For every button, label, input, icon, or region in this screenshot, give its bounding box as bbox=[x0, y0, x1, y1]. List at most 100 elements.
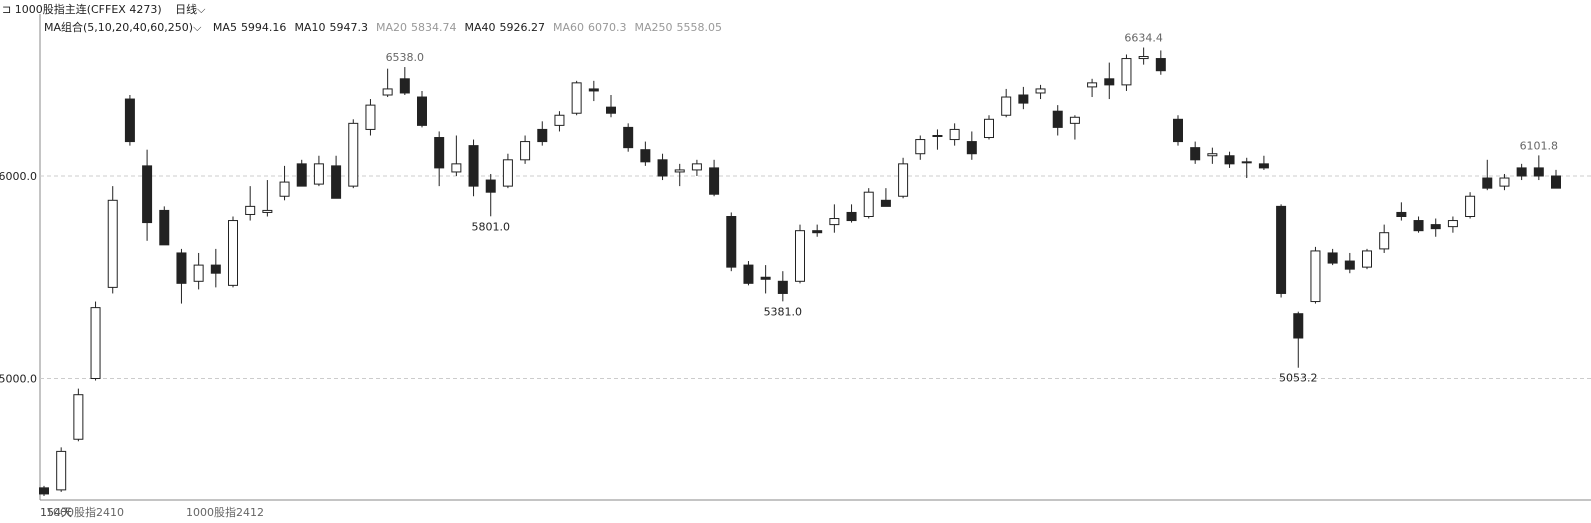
candle-body bbox=[1052, 110, 1063, 128]
candle-body bbox=[1293, 313, 1304, 339]
candle-body bbox=[640, 149, 651, 163]
candle-body bbox=[210, 264, 221, 274]
candle-body bbox=[399, 78, 410, 94]
candle-body bbox=[1258, 163, 1269, 169]
dropdown[interactable]: ⌵ bbox=[193, 21, 202, 34]
candle-body bbox=[1190, 147, 1201, 161]
candle-body bbox=[657, 159, 668, 177]
candle-body bbox=[176, 252, 187, 284]
title-bar: ⊐ 1000股指主连(CFFEX 4273) 日线⌵ bbox=[2, 1, 205, 17]
candle-body bbox=[537, 128, 548, 143]
ma-group[interactable]: MA组合(5,10,20,40,60,250) bbox=[44, 21, 194, 34]
candle-body bbox=[1482, 177, 1493, 189]
ma-value: MA40 5926.27 bbox=[464, 21, 545, 34]
candle-body bbox=[691, 163, 702, 171]
candle-body bbox=[1104, 78, 1115, 86]
candle-body bbox=[107, 199, 118, 288]
ma-value: MA250 5558.05 bbox=[635, 21, 723, 34]
candle-body bbox=[1447, 220, 1458, 228]
candle-body bbox=[1310, 250, 1321, 303]
ma-name: MA5 bbox=[212, 21, 237, 34]
candle-body bbox=[279, 181, 290, 197]
candle-body bbox=[1276, 205, 1287, 294]
candle-body bbox=[1344, 260, 1355, 270]
candle-body bbox=[1173, 118, 1183, 143]
ma-number: 5994.16 bbox=[240, 21, 287, 34]
symbol: 1000股指主连(CFFEX 4273) bbox=[14, 3, 162, 16]
dropdown[interactable]: ⌵ bbox=[197, 3, 206, 16]
candle-body bbox=[1018, 94, 1029, 104]
candle-body bbox=[193, 264, 204, 282]
candle-body bbox=[1155, 58, 1166, 72]
ma-name: MA40 bbox=[464, 21, 496, 34]
ma-number: 5926.27 bbox=[499, 21, 545, 34]
period[interactable]: 日线 bbox=[175, 3, 198, 16]
candle-body bbox=[949, 128, 960, 141]
candle-body bbox=[365, 104, 376, 130]
candle-body bbox=[1396, 211, 1407, 217]
ma-number: 5834.74 bbox=[410, 21, 457, 34]
candle-body bbox=[571, 82, 582, 114]
ma-value: MA20 5834.74 bbox=[376, 21, 457, 34]
candle-body bbox=[1241, 161, 1252, 164]
candle-body bbox=[674, 169, 685, 173]
candle-body bbox=[142, 165, 153, 224]
candle-body bbox=[39, 487, 49, 495]
candle-body bbox=[1533, 167, 1544, 177]
y-tick-label: 5000.0 bbox=[0, 373, 37, 386]
candle-body bbox=[1207, 153, 1218, 157]
candle-body bbox=[1087, 82, 1098, 88]
days: 154天 bbox=[40, 506, 72, 519]
candle-body bbox=[1035, 88, 1046, 94]
candle-body bbox=[56, 450, 67, 491]
candle-body bbox=[898, 163, 909, 197]
price-annotation: 6538.0 bbox=[386, 51, 425, 64]
candle-body bbox=[502, 159, 513, 187]
candle-body bbox=[726, 216, 737, 268]
candle-body bbox=[1379, 232, 1390, 250]
candle-body bbox=[1430, 224, 1441, 230]
candle-body bbox=[1121, 58, 1132, 86]
ma-number: 6070.3 bbox=[588, 21, 627, 34]
ma-value: MA60 6070.3 bbox=[553, 21, 627, 34]
ma-name: MA60 bbox=[552, 21, 584, 34]
candle-body bbox=[313, 163, 324, 185]
candle-body bbox=[228, 220, 238, 286]
ma-number: 5947.3 bbox=[329, 21, 368, 34]
candle-body bbox=[932, 135, 943, 137]
candle-body bbox=[915, 139, 926, 155]
collapse-icon[interactable]: ⊐ bbox=[2, 3, 15, 16]
candle-body bbox=[1069, 116, 1080, 124]
ma-name: MA20 bbox=[375, 21, 407, 34]
ma-name: MA250 bbox=[634, 21, 673, 34]
candle-body bbox=[485, 179, 496, 193]
candle-body bbox=[1001, 96, 1012, 116]
candle-body bbox=[760, 276, 771, 280]
candle-body bbox=[468, 145, 479, 187]
candle-body bbox=[1551, 175, 1561, 189]
ma-value: MA10 5947.3 bbox=[294, 21, 368, 34]
candle-body bbox=[159, 209, 170, 246]
candle-body bbox=[588, 88, 599, 92]
candle-body bbox=[984, 118, 994, 139]
candle-body bbox=[1362, 250, 1372, 268]
candle-body bbox=[90, 307, 101, 379]
price-annotation: 6634.4 bbox=[1124, 32, 1163, 45]
candle-body bbox=[262, 209, 273, 213]
candle-body bbox=[296, 163, 307, 187]
candle-body bbox=[1327, 252, 1338, 264]
candle-body bbox=[348, 122, 359, 187]
candle-body bbox=[434, 137, 445, 169]
price-annotation: 5381.0 bbox=[764, 305, 803, 318]
price-annotation: 6101.8 bbox=[1520, 139, 1559, 152]
candle-body bbox=[1138, 56, 1149, 60]
candle-body bbox=[743, 264, 754, 284]
candle-body bbox=[863, 191, 874, 217]
candle-body bbox=[1413, 220, 1424, 232]
candle-body bbox=[417, 96, 427, 126]
price-annotation: 5801.0 bbox=[471, 220, 510, 233]
candle-body bbox=[331, 165, 342, 199]
candle-body bbox=[73, 394, 84, 440]
